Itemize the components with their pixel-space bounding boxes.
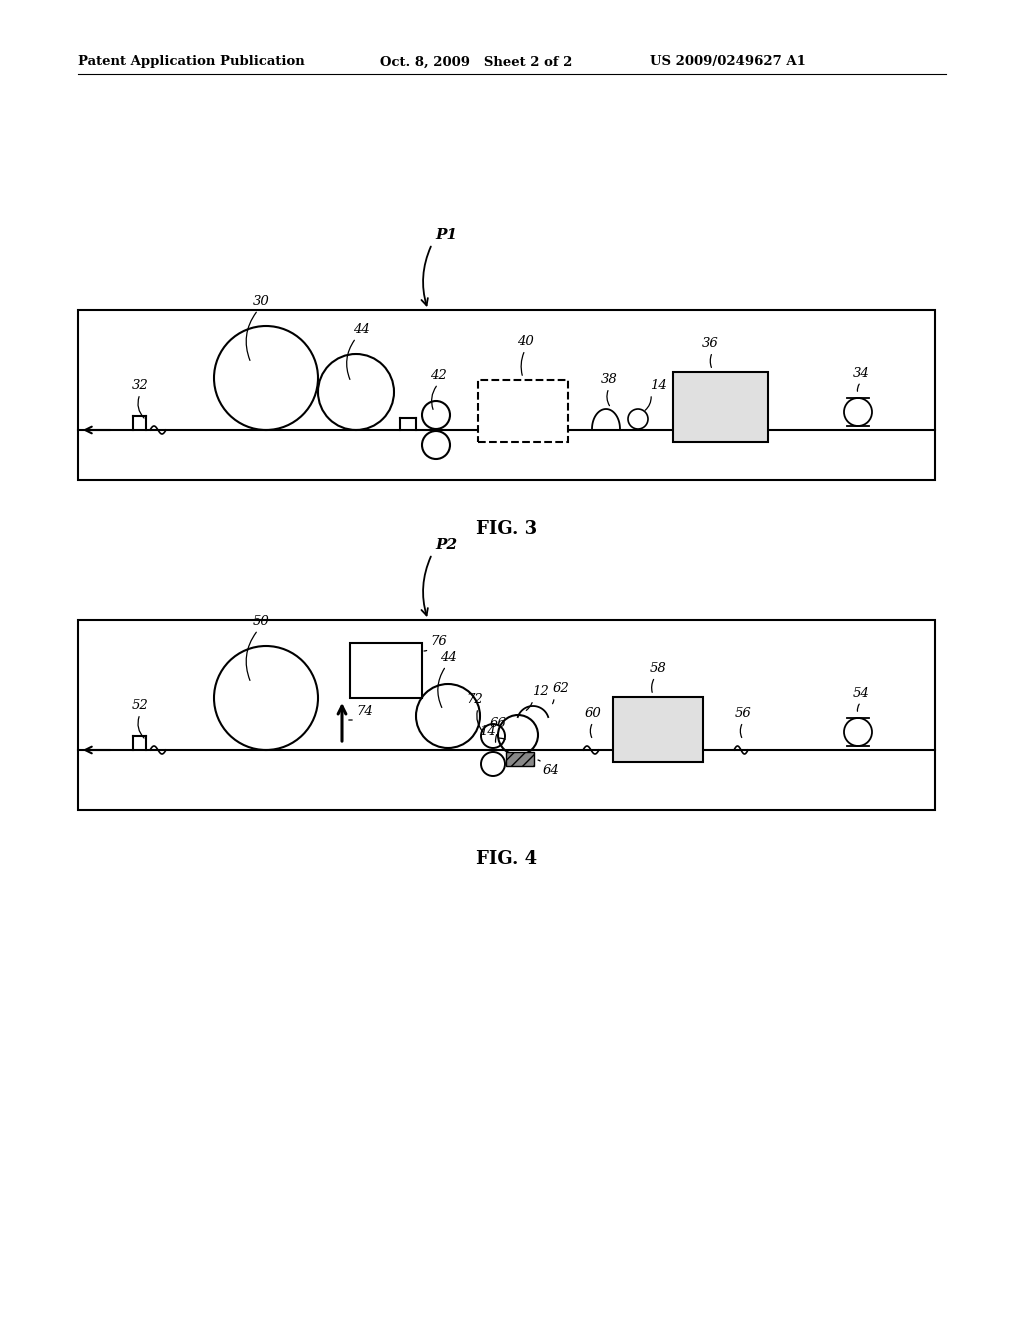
Text: 64: 64 — [543, 764, 560, 777]
Text: 14: 14 — [650, 379, 667, 392]
Text: US 2009/0249627 A1: US 2009/0249627 A1 — [650, 55, 806, 69]
Text: 14: 14 — [479, 725, 496, 738]
Text: 42: 42 — [430, 370, 446, 381]
Text: 72: 72 — [467, 693, 483, 706]
Text: 74: 74 — [356, 705, 373, 718]
Text: 44: 44 — [439, 651, 457, 664]
Text: 38: 38 — [601, 374, 617, 385]
Bar — [478, 380, 568, 442]
Text: FIG. 4: FIG. 4 — [476, 850, 537, 869]
Text: 36: 36 — [702, 337, 719, 350]
Text: 56: 56 — [734, 708, 752, 719]
Text: 66: 66 — [489, 717, 507, 730]
Text: 60: 60 — [585, 708, 601, 719]
Text: 30: 30 — [253, 294, 269, 308]
Text: 52: 52 — [132, 700, 148, 711]
Bar — [350, 643, 422, 698]
Bar — [78, 620, 935, 810]
Text: 58: 58 — [649, 663, 667, 675]
Text: 54: 54 — [853, 686, 869, 700]
Text: 40: 40 — [517, 335, 534, 348]
Text: 32: 32 — [132, 379, 148, 392]
Bar — [78, 310, 935, 480]
Text: P2: P2 — [435, 539, 457, 552]
Bar — [506, 752, 534, 766]
Text: 44: 44 — [352, 323, 370, 337]
Text: P1: P1 — [435, 228, 457, 242]
Text: Patent Application Publication: Patent Application Publication — [78, 55, 305, 69]
Text: 62: 62 — [553, 682, 569, 696]
Text: FIG. 3: FIG. 3 — [476, 520, 537, 539]
Bar — [613, 697, 703, 762]
Text: 12: 12 — [532, 685, 549, 698]
Text: 76: 76 — [430, 635, 446, 648]
Text: 34: 34 — [853, 367, 869, 380]
Text: 50: 50 — [253, 615, 269, 628]
Text: Oct. 8, 2009   Sheet 2 of 2: Oct. 8, 2009 Sheet 2 of 2 — [380, 55, 572, 69]
Bar — [673, 372, 768, 442]
